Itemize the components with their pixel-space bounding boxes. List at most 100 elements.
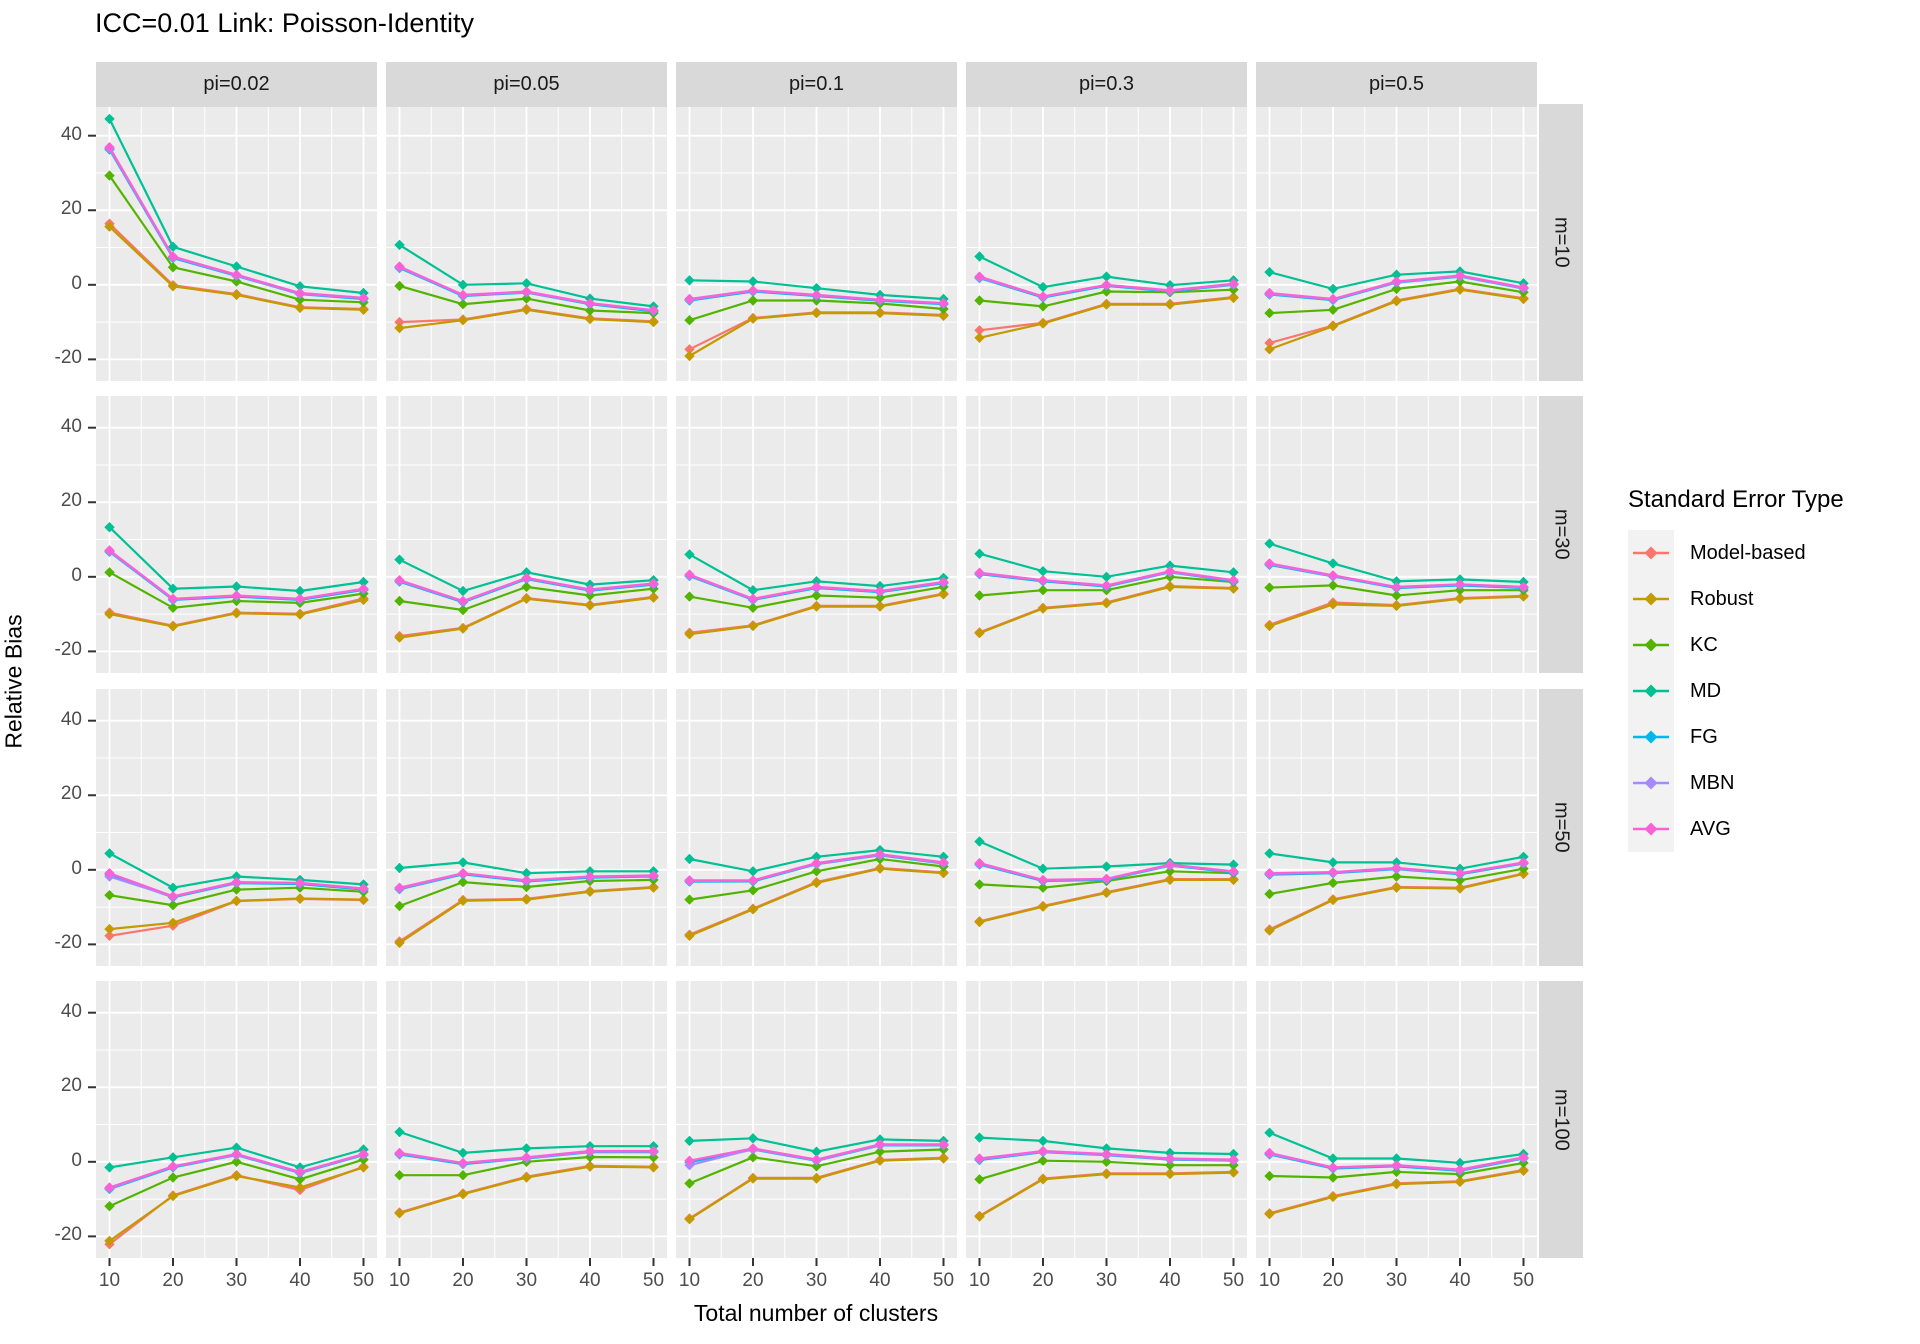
- series-point-MD: [231, 1142, 242, 1153]
- x-tick-label: 10: [388, 1270, 411, 1291]
- series-point-KC: [1037, 585, 1049, 596]
- series-point-AVG: [1454, 270, 1466, 281]
- series-point-KC: [811, 1161, 822, 1172]
- x-tick-label: 40: [1449, 1270, 1471, 1291]
- series-point-KC: [1164, 1160, 1176, 1171]
- series-point-KC: [1391, 590, 1402, 601]
- series-point-AVG: [294, 1166, 306, 1178]
- series-point-KC: [521, 293, 532, 304]
- series-point-Robust: [521, 304, 532, 315]
- series-point-Robust: [747, 1173, 759, 1184]
- panel-m=50-pi=0.02: [96, 689, 377, 966]
- series-point-AVG: [1101, 873, 1112, 884]
- series-point-KC: [457, 604, 469, 616]
- y-tick-label: 20: [60, 1075, 82, 1097]
- series-point-Robust: [811, 1173, 822, 1184]
- series-point-MD: [457, 585, 469, 597]
- series-point-MD: [684, 853, 695, 865]
- panel-m=50-pi=0.1: [676, 689, 957, 966]
- series-point-Robust: [294, 609, 306, 620]
- series-point-Robust: [684, 629, 695, 640]
- series-point-MD: [1264, 538, 1275, 549]
- series-point-AVG: [584, 584, 596, 595]
- series-point-AVG: [584, 1145, 596, 1157]
- series-point-KC: [1391, 283, 1402, 295]
- series-point-AVG: [457, 289, 469, 301]
- y-tick-label: 40: [60, 708, 82, 730]
- x-tick-label: 30: [805, 1270, 828, 1291]
- series-point-Robust: [521, 1172, 532, 1183]
- panel-m=30-pi=0.5: [1256, 396, 1537, 673]
- panel-m=10-pi=0.02: [96, 104, 377, 381]
- series-point-Robust: [1228, 583, 1239, 594]
- series-point-AVG: [684, 875, 695, 886]
- series-point-Robust: [874, 863, 886, 874]
- series-point-MD: [684, 275, 695, 286]
- legend-line-marker-icon: [1633, 638, 1669, 652]
- series-point-MD: [231, 261, 242, 272]
- series-point-MD: [1037, 281, 1049, 293]
- x-tick-label: 30: [1095, 1270, 1118, 1291]
- series-point-Robust: [1327, 894, 1339, 906]
- series-point-KC: [1037, 882, 1049, 893]
- series-point-AVG: [104, 142, 115, 153]
- legend-entry-FG: FG: [1628, 714, 1844, 760]
- legend-entry-label: MD: [1690, 679, 1722, 702]
- series-point-Robust: [1454, 1176, 1466, 1188]
- series-point-MD: [457, 857, 469, 868]
- x-tick-label: 50: [1512, 1270, 1535, 1291]
- series-point-Robust: [584, 600, 596, 611]
- series-point-Model-based: [1264, 337, 1275, 349]
- series-point-Robust: [294, 1182, 306, 1193]
- series-point-Robust: [1454, 593, 1466, 604]
- series-point-Robust: [938, 868, 949, 879]
- series-point-Robust: [938, 589, 949, 600]
- series-point-AVG: [1264, 868, 1275, 879]
- series-point-AVG: [1101, 279, 1112, 290]
- series-point-AVG: [294, 593, 306, 604]
- legend-entry-label: FG: [1690, 725, 1718, 748]
- series-point-AVG: [394, 261, 405, 272]
- y-tick-label: 40: [60, 1000, 82, 1022]
- series-point-Robust: [1391, 296, 1402, 307]
- x-axis-title: Total number of clusters: [693, 1300, 939, 1326]
- series-point-Robust: [1164, 874, 1176, 886]
- series-point-KC: [974, 879, 985, 890]
- series-point-KC: [1391, 1166, 1402, 1178]
- series-point-KC: [104, 567, 115, 578]
- x-tick-label: 40: [869, 1270, 891, 1291]
- legend-key-swatch: [1628, 714, 1674, 760]
- legend-line-marker-icon: [1633, 822, 1669, 836]
- series-point-Robust: [1518, 293, 1529, 305]
- series-point-MD: [974, 251, 985, 262]
- series-point-KC: [1391, 871, 1402, 882]
- series-point-MD: [1228, 567, 1239, 578]
- series-point-MD: [1391, 1153, 1402, 1164]
- series-point-AVG: [1454, 868, 1466, 879]
- series-point-Robust: [1391, 882, 1402, 893]
- series-point-Robust: [1101, 1168, 1112, 1180]
- series-point-AVG: [1101, 1148, 1112, 1160]
- series-point-Robust: [457, 1189, 469, 1200]
- legend-entry-label: AVG: [1690, 817, 1731, 840]
- series-point-Robust: [874, 1155, 886, 1166]
- series-point-AVG: [1164, 285, 1176, 296]
- series-point-AVG: [1327, 1162, 1339, 1173]
- series-point-KC: [974, 295, 985, 306]
- legend-entry-Model-based: Model-based: [1628, 530, 1844, 576]
- series-point-AVG: [938, 576, 949, 588]
- series-point-Robust: [1037, 901, 1049, 912]
- y-tick-label: -20: [54, 347, 82, 369]
- series-point-KC: [1454, 875, 1466, 886]
- series-point-MD: [1228, 1148, 1239, 1160]
- legend-entries: Model-based Robust KC: [1628, 530, 1844, 852]
- series-point-MD: [394, 862, 405, 874]
- series-point-Robust: [648, 1162, 659, 1173]
- series-point-KC: [747, 295, 759, 306]
- series-point-AVG: [457, 595, 469, 607]
- legend-line-marker-icon: [1633, 730, 1669, 744]
- series-point-AVG: [648, 305, 659, 316]
- series-point-MD: [457, 279, 469, 290]
- series-point-KC: [811, 866, 822, 877]
